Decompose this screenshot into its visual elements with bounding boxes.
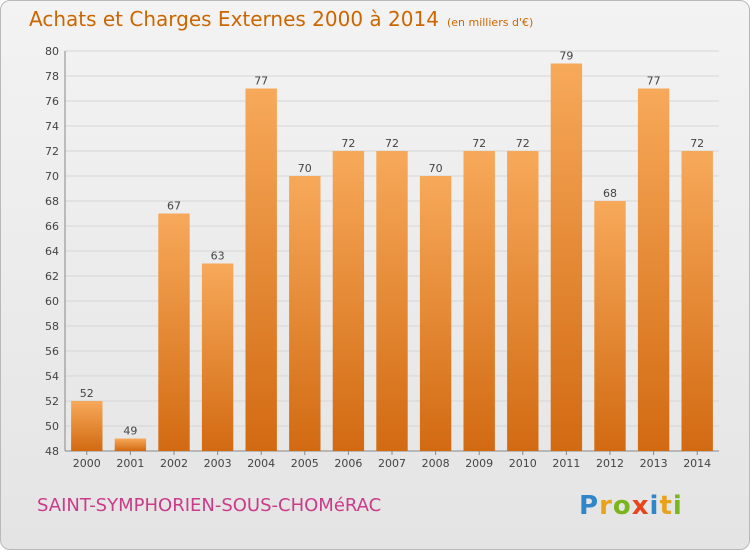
y-tick-label: 60 — [45, 295, 59, 308]
bar-value-label: 70 — [298, 162, 312, 175]
y-tick-label: 62 — [45, 270, 59, 283]
bar-2011 — [550, 63, 583, 451]
x-tick-label: 2011 — [552, 457, 580, 470]
chart-title-text: Achats et Charges Externes 2000 à 2014 — [29, 7, 439, 31]
x-axis: 2000 2001 2002 2003 2004 2005 2006 2007 2008 2009… — [73, 451, 711, 470]
y-tick-label: 74 — [45, 120, 59, 133]
y-tick-label: 72 — [45, 145, 59, 158]
bar-value-label: 72 — [341, 137, 355, 150]
proxiti-logo-letter: t — [659, 491, 673, 521]
y-tick-label: 76 — [45, 95, 59, 108]
bar-value-label: 72 — [385, 137, 399, 150]
x-tick-label: 2003 — [204, 457, 232, 470]
y-tick-label: 70 — [45, 170, 59, 183]
proxiti-logo: Proxiti — [579, 491, 683, 521]
bar-value-label: 52 — [80, 387, 94, 400]
bar-2004 — [245, 88, 277, 451]
proxiti-logo-letter: i — [649, 491, 660, 521]
x-tick-label: 2000 — [73, 457, 101, 470]
bar-value-label: 77 — [254, 75, 268, 88]
bar-2002 — [158, 213, 190, 451]
bar-value-label: 49 — [123, 425, 137, 438]
bar-2009 — [463, 151, 495, 451]
x-tick-label: 2002 — [160, 457, 188, 470]
bar-2001 — [114, 438, 147, 451]
proxiti-logo-letter: r — [599, 491, 613, 521]
y-tick-label: 48 — [45, 445, 59, 458]
x-tick-label: 2014 — [683, 457, 711, 470]
bar-value-label: 72 — [472, 137, 486, 150]
bars: 52 49 67 63 77 70 72 72 70 72 72 79 68 77 72 — [71, 50, 713, 451]
x-tick-label: 2005 — [291, 457, 319, 470]
proxiti-logo-letter: P — [579, 491, 600, 521]
bar-2007 — [376, 151, 408, 451]
bar-2012 — [594, 201, 626, 451]
x-tick-label: 2012 — [596, 457, 624, 470]
bar-value-label: 70 — [429, 162, 443, 175]
y-tick-label: 52 — [45, 395, 59, 408]
x-tick-label: 2006 — [334, 457, 362, 470]
bar-value-label: 68 — [603, 187, 617, 200]
bar-2008 — [419, 176, 452, 451]
y-axis: 48 50 52 54 56 58 60 62 64 66 68 70 72 74 76 78 80 — [45, 45, 719, 458]
bar-2010 — [507, 151, 539, 451]
bar-2003 — [201, 263, 234, 451]
proxiti-logo-letter: o — [612, 491, 632, 521]
proxiti-logo-letter: i — [672, 491, 683, 521]
bar-value-label: 72 — [690, 137, 704, 150]
y-tick-label: 68 — [45, 195, 59, 208]
chart-unit: (en milliers d'€) — [446, 16, 534, 29]
bar-value-label: 79 — [559, 50, 573, 63]
x-tick-label: 2004 — [247, 457, 275, 470]
x-tick-label: 2001 — [116, 457, 144, 470]
y-tick-label: 54 — [45, 370, 59, 383]
x-tick-label: 2010 — [509, 457, 537, 470]
proxiti-logo-letter: x — [631, 491, 650, 521]
bar-value-label: 63 — [211, 250, 225, 263]
x-tick-label: 2009 — [465, 457, 493, 470]
bar-value-label: 72 — [516, 137, 530, 150]
commune-name: SAINT-SYMPHORIEN-SOUS-CHOMéRAC — [37, 495, 382, 516]
bar-2005 — [289, 176, 321, 451]
bar-2006 — [332, 151, 365, 451]
y-tick-label: 66 — [45, 220, 59, 233]
bar-2000 — [71, 401, 103, 451]
bar-value-label: 77 — [647, 75, 661, 88]
x-tick-label: 2008 — [422, 457, 450, 470]
y-tick-label: 50 — [45, 420, 59, 433]
y-tick-label: 78 — [45, 70, 59, 83]
chart-title: Achats et Charges Externes 2000 à 2014 (e… — [29, 7, 533, 31]
y-tick-label: 58 — [45, 320, 59, 333]
x-tick-label: 2007 — [378, 457, 406, 470]
x-tick-label: 2013 — [640, 457, 668, 470]
bar-2014 — [681, 151, 713, 451]
y-tick-label: 64 — [45, 245, 59, 258]
bar-value-label: 67 — [167, 200, 181, 213]
y-tick-label: 56 — [45, 345, 59, 358]
bar-2013 — [637, 88, 670, 451]
y-tick-label: 80 — [45, 45, 59, 58]
